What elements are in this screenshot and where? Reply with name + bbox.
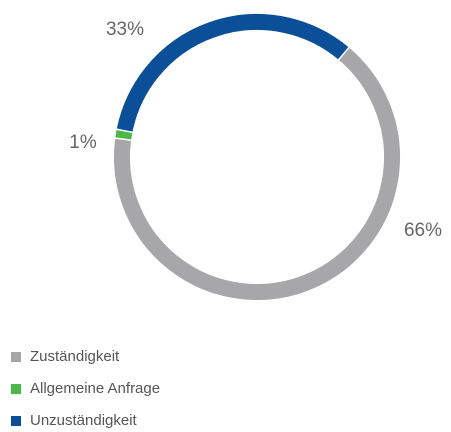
legend-swatch	[11, 352, 21, 362]
value-label: 66%	[404, 220, 442, 241]
legend-label: Unzuständigkeit	[30, 412, 138, 429]
legend-swatch	[11, 384, 21, 394]
donut-slice	[116, 14, 349, 133]
slice-separator	[337, 46, 351, 61]
legend-label: Allgemeine Anfrage	[30, 380, 160, 397]
slice-separator	[115, 128, 134, 134]
donut-slice	[114, 47, 400, 300]
donut-slice	[115, 129, 133, 141]
legend-label: Zuständigkeit	[30, 348, 120, 365]
value-label: 1%	[69, 132, 97, 153]
value-label: 33%	[106, 19, 144, 40]
legend-swatch	[11, 416, 21, 426]
slice-separator	[114, 137, 133, 142]
